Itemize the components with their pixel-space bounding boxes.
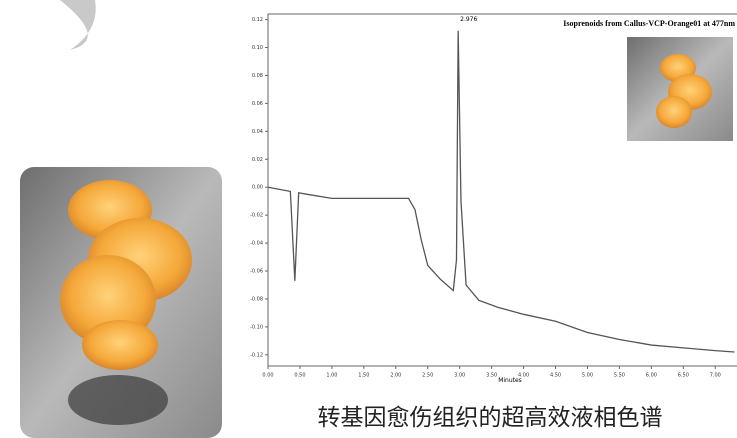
y-tick-label: -0.02 <box>250 213 263 219</box>
x-tick-label: 3.50 <box>486 373 497 379</box>
x-tick-label: 2.00 <box>390 373 401 379</box>
x-tick-label: 6.50 <box>678 373 689 379</box>
x-tick-label: 5.50 <box>614 373 625 379</box>
callus-photo <box>20 167 222 438</box>
decor-swoosh <box>60 0 96 50</box>
page: Minutes 0.120.100.080.060.040.020.00-0.0… <box>0 0 737 438</box>
y-tick-label: -0.10 <box>250 324 263 330</box>
y-tick-label: 0.06 <box>252 101 263 107</box>
y-tick-label: 0.08 <box>252 73 263 79</box>
y-tick-label: 0.02 <box>252 157 263 163</box>
peak-label: 2.976 <box>460 16 477 23</box>
x-tick-label: 4.50 <box>550 373 561 379</box>
y-tick-label: -0.08 <box>250 296 263 302</box>
x-tick-label: 4.00 <box>518 373 529 379</box>
x-tick-label: 7.00 <box>710 373 721 379</box>
x-tick-label: 0.50 <box>294 373 305 379</box>
x-tick-label: 6.00 <box>646 373 657 379</box>
y-tick-label: 0.00 <box>252 185 263 191</box>
y-tick-label: -0.06 <box>250 269 263 275</box>
y-tick-label: -0.04 <box>250 241 263 247</box>
inset-photo <box>627 37 733 141</box>
x-tick-label: 3.00 <box>454 373 465 379</box>
caption: 转基因愈伤组织的超高效液相色谱 <box>318 405 663 431</box>
chart-title: Isoprenoids from Callus-VCP-Orange01 at … <box>563 19 735 28</box>
y-tick-label: -0.12 <box>250 352 263 358</box>
x-tick-label: 2.50 <box>422 373 433 379</box>
y-tick-label: 0.04 <box>252 129 263 135</box>
x-tick-label: 0.00 <box>262 373 273 379</box>
x-tick-label: 1.50 <box>358 373 369 379</box>
y-tick-label: 0.10 <box>252 45 263 51</box>
x-tick-label: 1.00 <box>326 373 337 379</box>
x-tick-label: 5.00 <box>582 373 593 379</box>
y-tick-label: 0.12 <box>252 17 263 23</box>
